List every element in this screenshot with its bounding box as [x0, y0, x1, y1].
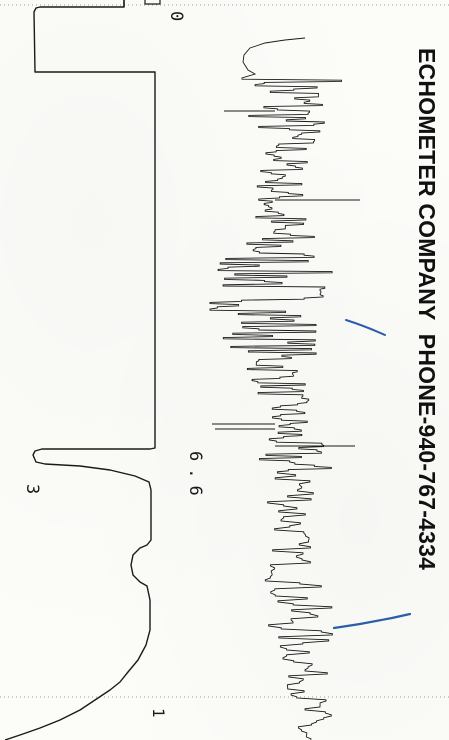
marker-one-label: 1: [149, 708, 168, 718]
company-phone: PHONE-940-767-4334: [414, 333, 440, 571]
dotted-grid-lines: [0, 4, 449, 698]
acoustic-trace: [209, 37, 360, 740]
pen-marks: [332, 319, 412, 630]
acoustic-trace-line: [209, 37, 342, 740]
company-header: ECHOMETER COMPANY PHONE-940-767-4334: [413, 48, 440, 570]
marker-3-label: 3: [22, 484, 42, 502]
marker-trace-top-notch: [144, 0, 161, 5]
marker-zero-label: 0: [166, 11, 186, 29]
marker-trace-line: [4, 0, 156, 740]
pen-mark-upper: [345, 319, 386, 336]
company-name: ECHOMETER COMPANY: [414, 48, 440, 321]
pen-mark-lower: [332, 612, 412, 630]
marker-6-6-label: 6.6: [185, 451, 205, 503]
marker-trace: [4, 0, 161, 740]
